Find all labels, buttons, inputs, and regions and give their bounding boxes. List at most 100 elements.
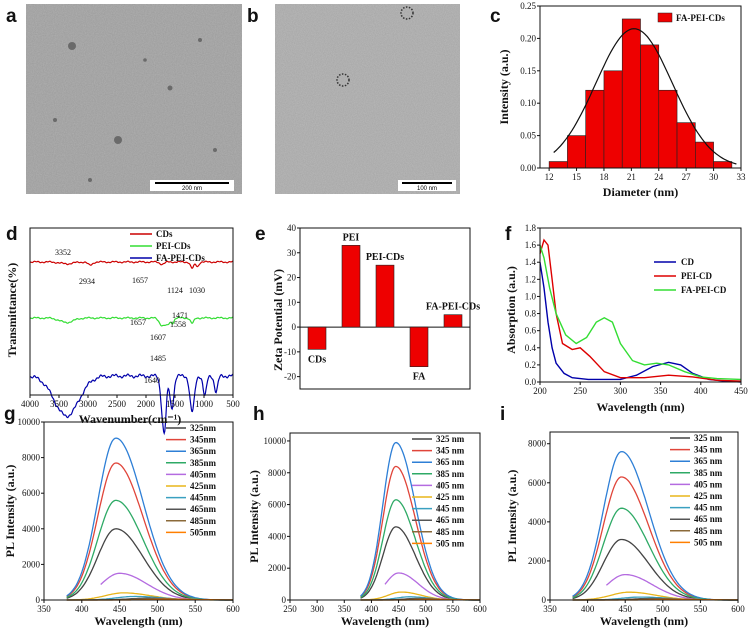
chart-g-xlabel: Wavelength (nm) xyxy=(94,614,182,628)
chart-g-xtick-label: 500 xyxy=(151,604,165,614)
chart-c-xtick-label: 30 xyxy=(709,172,719,182)
chart-g-ytick-label: 0 xyxy=(36,595,41,605)
chart-e-ytick-label: -10 xyxy=(284,347,296,357)
chart-g-ytick-label: 4000 xyxy=(22,524,41,534)
chart-f-ytick-label: 1.6 xyxy=(525,240,537,250)
legend-label: PEI-CDs xyxy=(156,241,191,251)
ftir-peak-annotation: 1607 xyxy=(150,333,166,342)
chart-c-size-distribution: 12 15 18 21 24 27 30 33 0.00 0.05 0.10 0.15 0.20 0.25… xyxy=(497,1,746,199)
panel-label-c: c xyxy=(490,6,501,27)
chart-i-ytick-label: 0 xyxy=(542,595,547,605)
tem-image-b: 100 nm xyxy=(275,4,460,194)
legend-label: 365nm xyxy=(190,446,217,456)
chart-c-ytick-label: 0.15 xyxy=(520,66,536,76)
legend-label: 445 nm xyxy=(436,504,465,514)
chart-g-ytick-label: 10000 xyxy=(18,417,41,427)
legend-label: 485nm xyxy=(190,516,217,526)
chart-i-ytick-label: 2000 xyxy=(528,556,547,566)
chart-f-ytick-label: 1.2 xyxy=(525,274,536,284)
ftir-peak-annotation: 3352 xyxy=(55,248,71,257)
chart-d-xtick-label: 2500 xyxy=(108,399,127,409)
size-bar xyxy=(603,70,623,169)
panel-label-a: a xyxy=(6,6,17,27)
legend-label: 465nm xyxy=(190,504,217,514)
zeta-bar xyxy=(375,264,395,328)
chart-d-xtick-label: 1000 xyxy=(195,399,214,409)
panel-label-b: b xyxy=(247,6,259,27)
chart-f-ytick-label: 0.6 xyxy=(525,326,537,336)
ftir-peak-annotation: 1558 xyxy=(170,320,186,329)
zeta-bar xyxy=(307,326,327,350)
legend-label: 405 nm xyxy=(436,480,465,490)
ftir-peak-annotation: 1485 xyxy=(150,354,166,363)
size-bar xyxy=(585,89,605,169)
chart-h-pl: 250 300 350 400 450 500 550 6000200040006000800… xyxy=(247,432,487,628)
chart-g-ytick-label: 2000 xyxy=(22,559,41,569)
chart-c-xtick-label: 21 xyxy=(627,172,636,182)
legend-label: 445nm xyxy=(190,493,217,503)
chart-i-ytick-label: 4000 xyxy=(528,517,547,527)
size-bar xyxy=(695,141,714,169)
gaussian-fit-line xyxy=(553,28,737,165)
zeta-bar xyxy=(341,245,361,328)
scale-bar-label-a: 200 nm xyxy=(182,186,202,192)
size-bar xyxy=(640,44,660,169)
zeta-bar-label: PEI-CDs xyxy=(366,252,404,263)
chart-h-ytick-label: 4000 xyxy=(268,531,287,541)
chart-i-xlabel: Wavelength (nm) xyxy=(600,614,688,628)
legend-label: 425nm xyxy=(190,481,217,491)
size-bar xyxy=(548,161,568,169)
size-bar xyxy=(658,89,678,169)
ftir-line-cds xyxy=(29,260,234,269)
chart-i-ylabel: PL Intensity (a.u.) xyxy=(505,470,519,563)
chart-i-xtick-label: 400 xyxy=(581,604,595,614)
legend-label: 445 nm xyxy=(694,503,723,513)
chart-e-zeta: -20 -10 0 10 20 30 40 CDs PEI PEI-CDs FA FA-PEI-CDs… xyxy=(271,223,480,390)
chart-i-xtick-label: 500 xyxy=(656,604,670,614)
chart-i-pl: 350 400 450 500 550 60002000400060008000Wavel… xyxy=(505,431,745,628)
legend-label: CDs xyxy=(156,229,173,239)
pl-line-325nm xyxy=(66,528,233,601)
ftir-peak-annotation: 1471 xyxy=(172,311,188,320)
chart-c-xtick-label: 33 xyxy=(737,172,747,182)
zeta-bar-label: CDs xyxy=(308,354,326,365)
chart-c-frame xyxy=(539,5,742,169)
legend-label: 325nm xyxy=(190,423,217,433)
chart-d-xtick-label: 2000 xyxy=(137,399,156,409)
chart-c-xtick-label: 27 xyxy=(682,172,692,182)
legend-label: 425 nm xyxy=(694,491,723,501)
panel-label-h: h xyxy=(253,404,265,425)
legend-label: 485 nm xyxy=(694,526,723,536)
chart-h-xtick-label: 500 xyxy=(419,604,433,614)
legend-label: 485 nm xyxy=(436,527,465,537)
legend-swatch xyxy=(657,12,673,23)
chart-h-ylabel: PL Intensity (a.u.) xyxy=(247,470,261,563)
chart-c-xtick-label: 15 xyxy=(572,172,582,182)
chart-g-ytick-label: 6000 xyxy=(22,488,41,498)
legend-label: 345nm xyxy=(190,435,217,445)
panel-label-e: e xyxy=(255,224,266,245)
chart-f-xtick-label: 400 xyxy=(694,386,708,396)
chart-h-ytick-label: 6000 xyxy=(268,500,287,510)
chart-h-xtick-label: 350 xyxy=(338,604,352,614)
chart-f-frame xyxy=(539,227,742,383)
chart-d-xlabel: Wavenumber(cm⁻¹) xyxy=(79,412,182,426)
chart-f-xtick-label: 300 xyxy=(614,386,628,396)
scale-bar-box-a xyxy=(150,180,234,191)
legend-label: 385 nm xyxy=(694,468,723,478)
panel-label-g: g xyxy=(4,404,16,425)
chart-d-ylabel: Transmittance(%) xyxy=(5,263,19,357)
chart-e-ytick-label: 30 xyxy=(287,248,297,258)
ftir-peak-annotation: 1124 xyxy=(167,286,183,295)
chart-h-xtick-label: 600 xyxy=(473,604,487,614)
chart-c-ytick-label: 0.00 xyxy=(520,163,536,173)
chart-c-xtick-label: 18 xyxy=(599,172,609,182)
chart-d-xtick-label: 500 xyxy=(226,399,240,409)
panel-label-f: f xyxy=(505,224,512,245)
chart-i-xtick-label: 450 xyxy=(618,604,632,614)
chart-i-xtick-label: 550 xyxy=(694,604,708,614)
chart-g-frame xyxy=(43,421,234,601)
chart-e-ytick-label: -20 xyxy=(284,372,296,382)
legend-label: 465 nm xyxy=(694,514,723,524)
chart-g-xtick-label: 350 xyxy=(37,604,51,614)
